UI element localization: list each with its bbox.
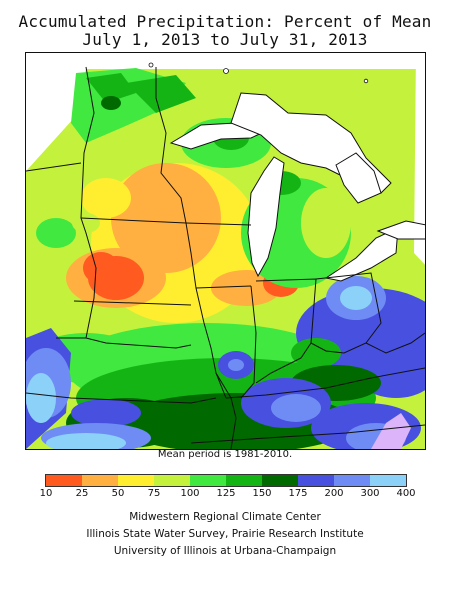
- legend-swatch: [262, 475, 298, 486]
- legend-tick-label: 100: [180, 488, 200, 499]
- legend-swatch: [370, 475, 406, 486]
- legend-swatch: [334, 475, 370, 486]
- legend-tick-label: 150: [252, 488, 272, 499]
- credit-line-2: Illinois State Water Survey, Prairie Res…: [86, 528, 364, 540]
- legend-swatch: [154, 475, 190, 486]
- map-title-line1: Accumulated Precipitation: Percent of Me…: [18, 12, 432, 31]
- mean-period-note: Mean period is 1981-2010.: [157, 449, 293, 460]
- legend-tick-label: 400: [396, 488, 416, 499]
- legend-tick-label: 200: [324, 488, 344, 499]
- legend-swatch: [190, 475, 226, 486]
- legend-swatch: [226, 475, 262, 486]
- legend-swatch: [82, 475, 118, 486]
- legend-tick-label: 300: [360, 488, 380, 499]
- legend-swatch: [46, 475, 82, 486]
- precipitation-map-graphic: [26, 53, 425, 449]
- color-legend: [45, 474, 407, 487]
- legend-tick-label: 10: [39, 488, 53, 499]
- legend-swatch: [118, 475, 154, 486]
- legend-tick-label: 75: [147, 488, 161, 499]
- legend-tick-label: 125: [216, 488, 236, 499]
- legend-swatch: [298, 475, 334, 486]
- credit-line-3: University of Illinois at Urbana-Champai…: [113, 545, 337, 557]
- map-title-line2: July 1, 2013 to July 31, 2013: [82, 30, 368, 49]
- legend-tick-label: 175: [288, 488, 308, 499]
- legend-tick-label: 50: [111, 488, 125, 499]
- precipitation-map: [25, 52, 426, 450]
- credit-line-1: Midwestern Regional Climate Center: [129, 511, 321, 523]
- legend-tick-label: 25: [75, 488, 89, 499]
